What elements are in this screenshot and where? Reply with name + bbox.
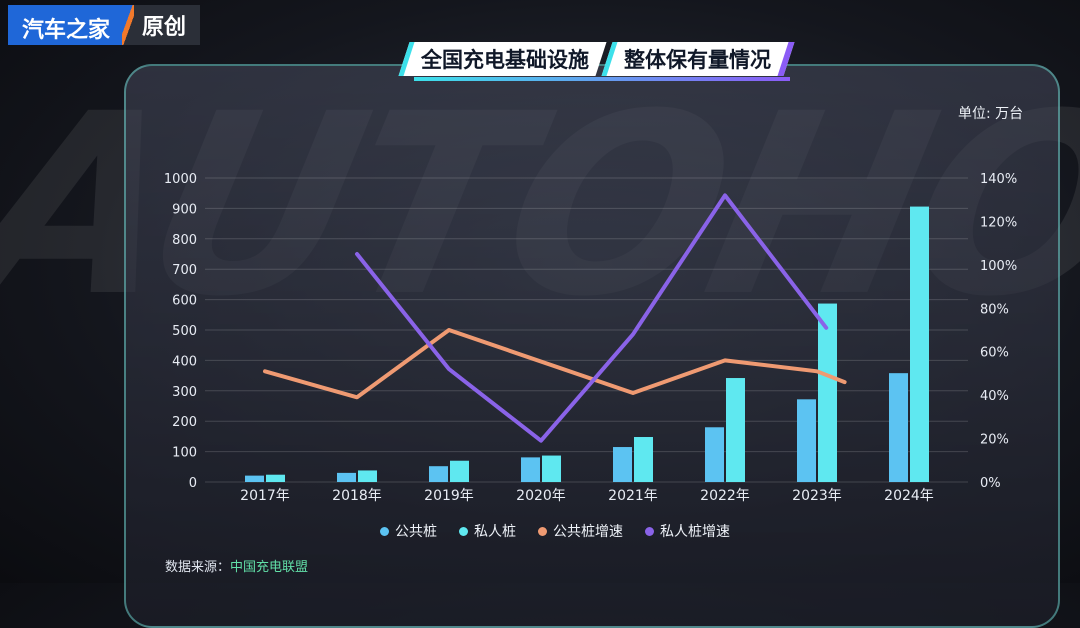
chart-legend: 公共桩 私人桩 公共桩增速 私人桩增速 [380, 521, 730, 541]
bar-public [429, 466, 448, 482]
y-left-tick-label: 300 [172, 385, 197, 400]
bar-public [613, 447, 632, 482]
y-right-tick-label: 0% [980, 476, 1001, 491]
bar-private [818, 303, 837, 482]
bar-public [245, 475, 264, 482]
bar-private [634, 437, 653, 482]
unit-label: 单位: 万台 [958, 106, 1024, 122]
brand-tag: 原创 [134, 5, 201, 45]
x-tick-label: 2020年 [516, 488, 566, 504]
bar-private [450, 460, 469, 482]
x-tick-label: 2021年 [608, 488, 658, 504]
legend-label-public: 公共桩 [395, 524, 437, 540]
y-right-tick-label: 20% [980, 433, 1009, 448]
x-tick-label: 2023年 [792, 488, 842, 504]
x-tick-label: 2017年 [240, 488, 290, 504]
y-right-tick-label: 120% [980, 215, 1017, 230]
line-private-growth [355, 193, 829, 443]
legend-label-private: 私人桩 [474, 524, 516, 540]
bar-private [358, 470, 377, 482]
bar-private [266, 474, 285, 482]
bar-private [542, 455, 561, 482]
brand-logo: 汽车之家 原创 [8, 5, 201, 45]
y-right-tick-label: 80% [980, 302, 1009, 317]
y-left-tick-label: 500 [172, 324, 197, 339]
y-left-tick-label: 100 [172, 446, 197, 461]
legend-label-private-growth: 私人桩增速 [660, 524, 730, 540]
y-right-tick-label: 60% [980, 346, 1009, 361]
legend-label-public-growth: 公共桩增速 [553, 524, 623, 540]
y-right-tick-label: 100% [980, 259, 1017, 274]
legend-swatch-private-growth [645, 526, 654, 536]
bar-public [337, 472, 356, 482]
legend-swatch-public-growth [538, 526, 547, 536]
y-left-tick-label: 400 [172, 354, 197, 369]
legend-item-private: 私人桩 [459, 521, 516, 541]
legend-swatch-private [459, 526, 468, 536]
y-left-tick-label: 900 [172, 202, 197, 217]
x-tick-label: 2018年 [332, 488, 382, 504]
legend-item-private-growth: 私人桩增速 [645, 521, 730, 541]
y-left-tick-label: 200 [172, 415, 197, 430]
chart-plot: 0 100 200 300 400 500 600 700 800 900 1000 0% 20% 40%… [164, 172, 1017, 504]
legend-item-public: 公共桩 [380, 521, 437, 541]
legend-swatch-public [380, 526, 389, 536]
source-label: 数据来源： [165, 560, 231, 575]
bar-private [910, 206, 929, 483]
y-left-tick-label: 600 [172, 294, 197, 309]
brand-name: 汽车之家 [8, 5, 123, 45]
x-tick-label: 2022年 [700, 488, 750, 504]
bar-private [726, 378, 745, 482]
y-left-tick-label: 800 [172, 233, 197, 248]
y-left-tick-label: 0 [189, 476, 197, 491]
x-tick-label: 2024年 [884, 488, 934, 504]
y-right-tick-label: 140% [980, 172, 1017, 187]
y-left-tick-label: 1000 [164, 172, 197, 187]
bar-public [705, 427, 724, 482]
y-left-tick-label: 700 [172, 263, 197, 278]
bar-public [797, 399, 816, 482]
y-right-tick-label: 40% [980, 389, 1009, 404]
title-underline [414, 77, 790, 81]
brand-slash [122, 5, 135, 45]
source-org: 中国充电联盟 [230, 560, 309, 575]
legend-item-public-growth: 公共桩增速 [538, 521, 623, 541]
data-source: 数据来源：中国充电联盟 [165, 556, 308, 575]
bar-public [889, 373, 908, 482]
line-public-growth [263, 328, 847, 400]
bar-public [521, 457, 540, 482]
x-tick-label: 2019年 [424, 488, 474, 504]
